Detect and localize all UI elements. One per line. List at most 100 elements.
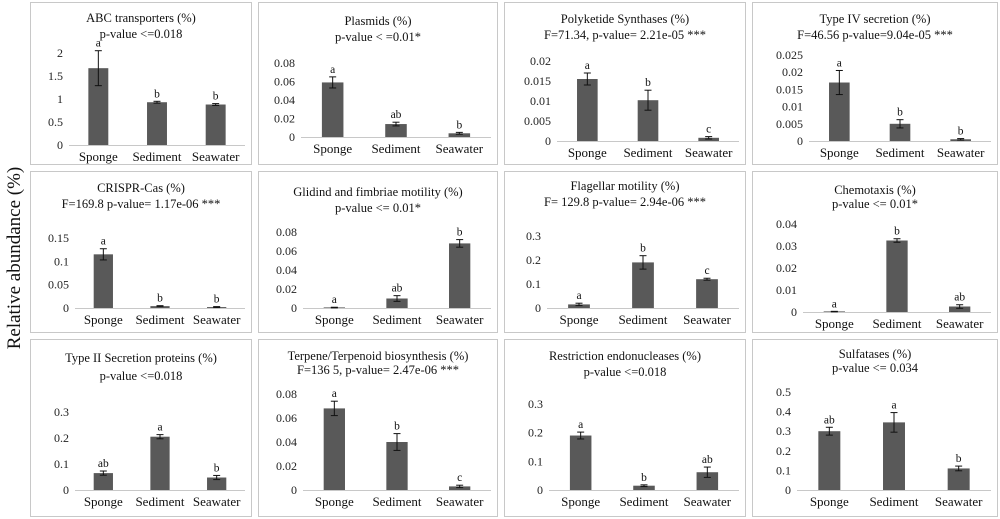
y-tick-label: 0 (791, 305, 797, 319)
bar (949, 306, 971, 312)
category-label: Sponge (815, 316, 854, 331)
y-tick-label: 0.02 (276, 459, 297, 473)
category-label: Sediment (623, 145, 672, 160)
category-label: Seawater (193, 494, 241, 509)
significance-letter: a (332, 388, 337, 400)
y-tick-label: 0 (291, 483, 297, 497)
bar (93, 254, 113, 308)
chart-panel: Flagellar motility (%) F= 129.8 p-value= … (504, 171, 746, 333)
y-tick-label: 0.3 (528, 397, 543, 411)
y-tick-label: 2 (57, 46, 63, 60)
y-axis-label-text: Relative abundance (%) (4, 167, 25, 350)
category-label: Sponge (810, 494, 849, 509)
significance-letter: b (457, 227, 463, 239)
chart-title: Polyketide Synthases (%) (560, 12, 690, 26)
category-label: Seawater (193, 312, 241, 327)
category-label: Seawater (192, 149, 240, 164)
category-label: Sediment (371, 141, 420, 156)
chart-svg: 0 0.5 1 1.5 2 a Sponge b Sediment b Seawater (48, 38, 245, 164)
significance-letter: b (394, 421, 400, 433)
y-tick-label: 0.1 (528, 454, 543, 468)
significance-letter: b (894, 226, 900, 238)
chart-svg: 0 0.02 0.04 0.06 0.08 a Sponge ab Sediment b Seawa… (276, 225, 491, 327)
significance-letter: b (214, 462, 220, 474)
y-tick-label: 0.02 (530, 54, 551, 68)
y-tick-label: 0 (63, 483, 69, 497)
chart-subtitle: p-value < =0.01* (335, 30, 421, 44)
significance-letter: c (704, 265, 709, 277)
chart-subtitle: F=71.34, p-value= 2.21e-05 *** (544, 28, 706, 42)
y-tick-label: 0.15 (48, 231, 69, 245)
chart-panel: Chemotaxis (%) p-value <= 0.01* 0 0.01 0.02 0… (752, 171, 998, 333)
significance-letter: ab (391, 109, 402, 121)
y-tick-label: 0.2 (526, 253, 541, 267)
y-tick-label: 0 (545, 134, 551, 148)
y-tick-label: 0.1 (776, 463, 791, 477)
y-tick-label: 0.2 (776, 444, 791, 458)
bar (205, 104, 226, 145)
y-tick-label: 0.04 (276, 263, 297, 277)
chart-subtitle: F= 129.8 p-value= 2.94e-06 *** (544, 195, 706, 209)
chart-title: ABC transporters (%) (86, 11, 196, 25)
significance-letter: a (576, 290, 581, 302)
y-tick-label: 0.025 (776, 48, 803, 62)
chart-subtitle: p-value <= 0.01* (832, 197, 918, 211)
chart-title: Glidind and fimbriae motility (%) (293, 185, 463, 199)
y-tick-label: 0 (57, 138, 63, 152)
y-tick-label: 0.1 (526, 277, 541, 291)
chart-panel: Type II Secretion proteins (%) p-value <=… (30, 339, 252, 517)
significance-letter: a (891, 400, 896, 412)
category-label: Sponge (313, 141, 352, 156)
y-tick-label: 1 (57, 92, 63, 106)
chart-svg: 0 0.02 0.04 0.06 0.08 a Sponge b Sediment c Seawat… (276, 387, 491, 509)
chart-svg: 0 0.005 0.01 0.015 0.02 0.025 a Sponge b Sediment… (776, 48, 991, 160)
chart-svg: 0 0.005 0.01 0.015 0.02 a Sponge b Sediment c Seaw… (524, 54, 739, 160)
chart-svg: 0 0.02 0.04 0.06 0.08 a Sponge ab Sediment b Seawa… (274, 56, 491, 156)
y-tick-label: 0.02 (276, 282, 297, 296)
significance-letter: ab (98, 458, 109, 470)
bar (93, 473, 113, 490)
chart-svg: 0 0.1 0.2 0.3 ab Sponge a Sediment b Seawater (54, 405, 245, 509)
y-tick-label: 0.01 (776, 283, 797, 297)
y-tick-label: 0.2 (528, 426, 543, 440)
chart-subtitle: F=169.8 p-value= 1.17e-06 *** (61, 197, 221, 211)
chart-title: Flagellar motility (%) (570, 179, 680, 193)
chart-panel: Plasmids (%) p-value < =0.01* 0 0.02 0.04 0.0… (258, 2, 498, 165)
significance-letter: b (214, 294, 220, 306)
significance-letter: ab (392, 283, 403, 295)
bar (207, 477, 227, 490)
y-tick-label: 0 (289, 130, 295, 144)
category-label: Sponge (84, 494, 123, 509)
chart-svg: 0 0.1 0.2 0.3 a Sponge b Sediment c Seawater (526, 229, 739, 327)
y-axis-label: Relative abundance (%) (0, 0, 28, 519)
category-label: Seawater (436, 494, 484, 509)
y-tick-label: 0.06 (274, 75, 295, 89)
bar (889, 123, 911, 141)
category-label: Seawater (937, 145, 985, 160)
chart-panel: Restriction endonucleases (%) p-value <=0… (504, 339, 746, 517)
y-tick-label: 1.5 (48, 69, 63, 83)
significance-letter: a (585, 60, 590, 72)
y-tick-label: 0.03 (776, 239, 797, 253)
y-tick-label: 0.005 (776, 117, 803, 131)
significance-letter: b (641, 472, 647, 484)
bar (150, 436, 170, 490)
category-label: Sediment (618, 312, 667, 327)
y-tick-label: 0.04 (276, 435, 297, 449)
chart-title: Sulfatases (%) (838, 347, 912, 361)
bar (637, 100, 659, 141)
significance-letter: c (706, 124, 711, 136)
y-tick-label: 0.4 (776, 405, 791, 419)
chart-subtitle: p-value <= 0.034 (832, 361, 918, 375)
y-tick-label: 0.06 (276, 244, 297, 258)
chart-svg: 0 0.1 0.2 0.3 a Sponge b Sediment ab Seawater (528, 397, 739, 509)
y-tick-label: 0.04 (274, 93, 295, 107)
category-label: Sediment (135, 494, 184, 509)
chart-subtitle: p-value <= 0.01* (335, 201, 421, 215)
category-label: Seawater (936, 316, 984, 331)
significance-letter: b (897, 107, 903, 119)
chart-panel: Terpene/Terpenoid biosynthesis (%) F=136 … (258, 339, 498, 517)
category-label: Sponge (315, 494, 354, 509)
category-label: Sediment (875, 145, 924, 160)
y-tick-label: 0.01 (782, 100, 803, 114)
